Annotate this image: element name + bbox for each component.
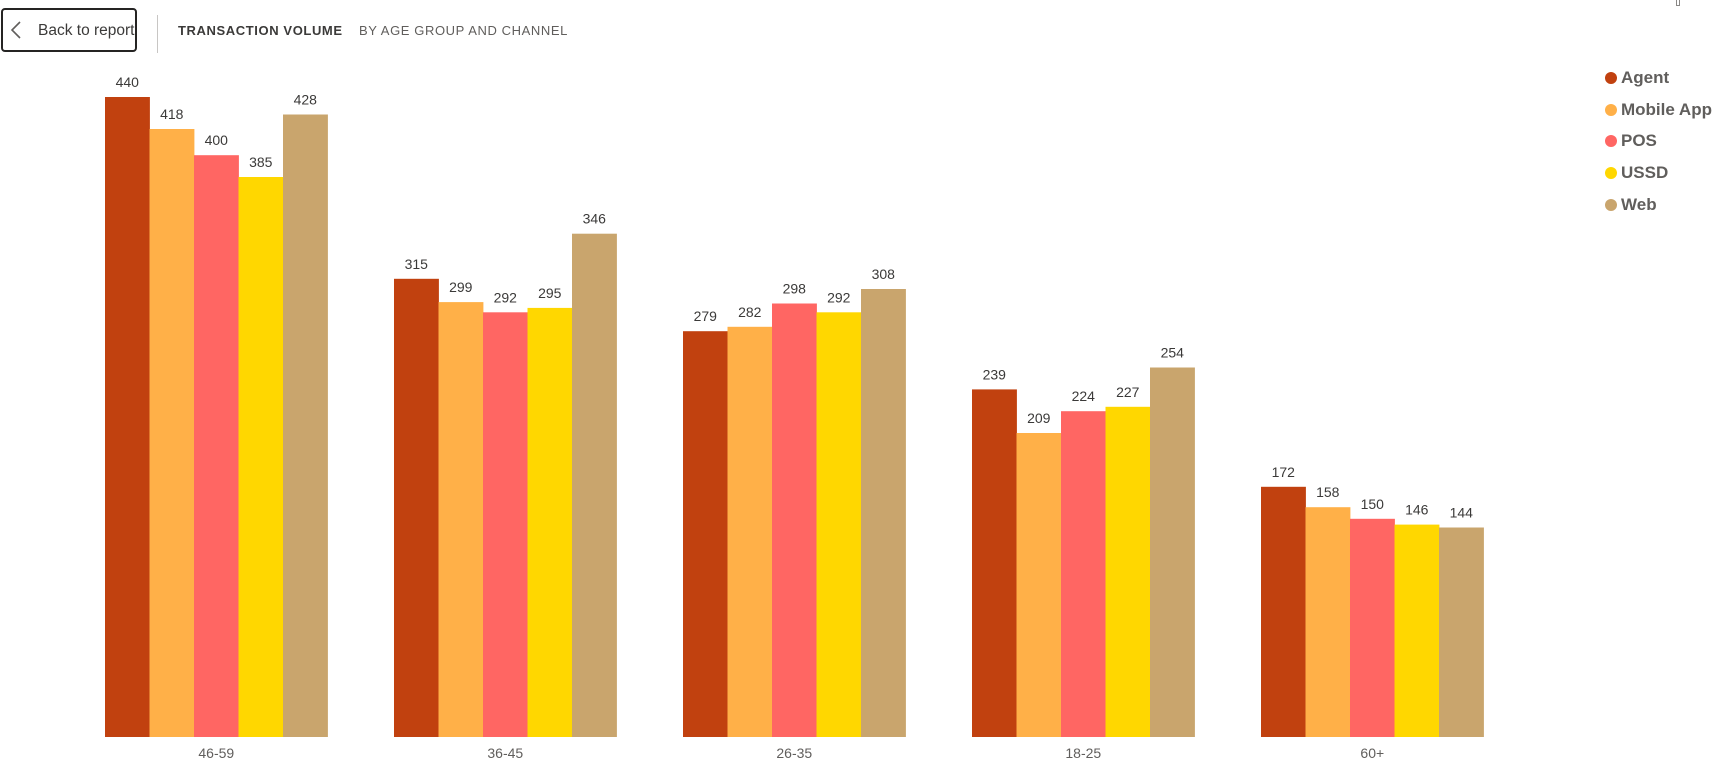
bar-60+-agent[interactable] (1261, 486, 1306, 737)
legend-marker (1605, 71, 1617, 84)
bar-36-45-ussd[interactable] (527, 307, 573, 737)
bar-46-59-web[interactable] (283, 114, 328, 738)
legend-label: USSD (1621, 162, 1669, 182)
data-label: 158 (1316, 484, 1340, 500)
bar-26-35-ussd[interactable] (816, 312, 862, 737)
data-label: 224 (1072, 388, 1096, 404)
legend-marker (1605, 103, 1617, 116)
x-axis-tick-label: 60+ (1360, 745, 1384, 761)
legend-label: Web (1621, 194, 1657, 214)
bar-36-45-agent[interactable] (394, 278, 439, 737)
chart-legend: Agent Mobile App POS USSD Web (1605, 62, 1712, 220)
data-label: 308 (872, 266, 896, 282)
data-label: 292 (494, 289, 518, 305)
bar-46-59-mobile-app[interactable] (149, 129, 195, 737)
data-label: 279 (694, 308, 718, 324)
bar-18-25-agent[interactable] (972, 389, 1017, 737)
legend-label: POS (1621, 131, 1657, 151)
back-button-label: Back to report (38, 22, 135, 39)
visual-title: TRANSACTION VOLUME (178, 23, 343, 38)
visual-subtitle: BY AGE GROUP AND CHANNEL (359, 23, 568, 38)
bar-26-35-agent[interactable] (683, 331, 728, 737)
data-label: 400 (205, 132, 229, 148)
bar-18-25-ussd[interactable] (1105, 406, 1151, 737)
data-label: 282 (738, 304, 762, 320)
bar-46-59-pos[interactable] (194, 155, 239, 737)
bar-18-25-mobile-app[interactable] (1016, 433, 1062, 737)
data-label: 385 (249, 154, 273, 170)
legend-label: Agent (1621, 67, 1670, 87)
header-divider (157, 15, 158, 53)
data-label: 146 (1405, 502, 1429, 518)
data-label: 292 (827, 289, 851, 305)
data-label: 227 (1116, 384, 1140, 400)
data-label: 315 (405, 256, 429, 272)
data-label: 239 (983, 366, 1007, 382)
legend-item-mobile-app[interactable]: Mobile App (1605, 94, 1712, 126)
corner-mark (1676, 0, 1680, 6)
bar-36-45-mobile-app[interactable] (438, 302, 484, 737)
data-label: 440 (116, 74, 140, 90)
chevron-left-icon (10, 21, 21, 39)
x-axis-tick-label: 36-45 (487, 745, 523, 761)
data-label: 254 (1161, 345, 1185, 361)
bar-60+-pos[interactable] (1350, 518, 1395, 737)
legend-item-agent[interactable]: Agent (1605, 62, 1712, 94)
legend-item-ussd[interactable]: USSD (1605, 157, 1712, 189)
bar-60+-mobile-app[interactable] (1305, 507, 1351, 737)
data-label: 150 (1361, 496, 1385, 512)
data-label: 209 (1027, 410, 1051, 426)
data-label: 299 (449, 279, 473, 295)
bar-46-59-ussd[interactable] (238, 177, 284, 737)
data-label: 295 (538, 285, 562, 301)
x-axis-tick-label: 46-59 (198, 745, 234, 761)
legend-item-web[interactable]: Web (1605, 189, 1712, 221)
back-to-report-button[interactable]: Back to report (1, 8, 137, 52)
bar-36-45-web[interactable] (572, 233, 617, 737)
bar-26-35-mobile-app[interactable] (727, 326, 773, 737)
legend-marker (1605, 166, 1617, 179)
legend-marker (1605, 135, 1617, 148)
bar-26-35-web[interactable] (861, 289, 906, 737)
data-label: 418 (160, 106, 184, 122)
data-label: 144 (1450, 505, 1474, 521)
bar-60+-web[interactable] (1439, 527, 1484, 738)
bar-18-25-web[interactable] (1150, 367, 1195, 738)
bar-46-59-agent[interactable] (105, 97, 150, 737)
legend-label: Mobile App (1621, 99, 1712, 119)
data-label: 428 (294, 92, 318, 108)
data-label: 346 (583, 211, 607, 227)
bar-60+-ussd[interactable] (1394, 524, 1440, 737)
legend-item-pos[interactable]: POS (1605, 125, 1712, 157)
bar-18-25-pos[interactable] (1061, 411, 1106, 737)
x-axis-tick-label: 26-35 (776, 745, 812, 761)
data-label: 172 (1272, 464, 1296, 480)
x-axis-tick-label: 18-25 (1065, 745, 1101, 761)
data-label: 298 (783, 281, 807, 297)
bar-26-35-pos[interactable] (772, 303, 817, 738)
legend-marker (1605, 198, 1617, 211)
bar-36-45-pos[interactable] (483, 312, 528, 737)
